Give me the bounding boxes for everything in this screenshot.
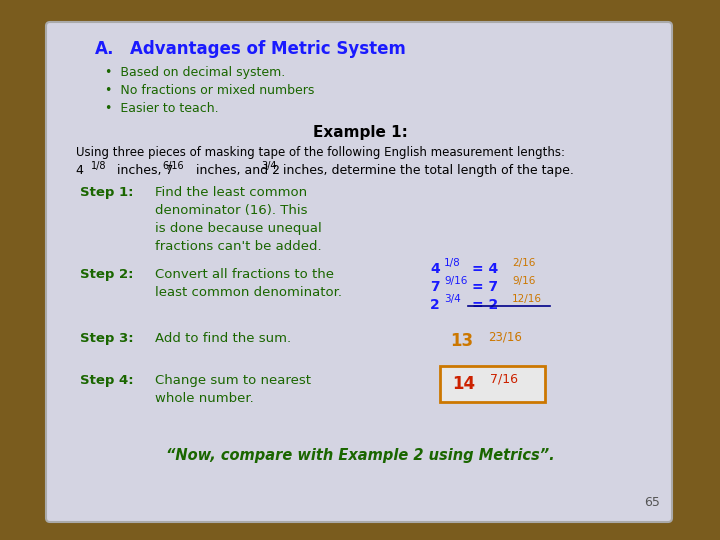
Text: •  Easier to teach.: • Easier to teach. — [105, 102, 219, 115]
Text: 7: 7 — [430, 280, 440, 294]
Text: is done because unequal: is done because unequal — [155, 222, 322, 235]
Text: inches, determine the total length of the tape.: inches, determine the total length of th… — [279, 164, 574, 177]
Text: 9/16: 9/16 — [512, 276, 536, 286]
Text: 4: 4 — [76, 164, 88, 177]
FancyBboxPatch shape — [46, 22, 672, 522]
Text: whole number.: whole number. — [155, 392, 253, 405]
Text: inches, and 2: inches, and 2 — [192, 164, 284, 177]
Text: 4: 4 — [430, 262, 440, 276]
Text: 14: 14 — [452, 375, 475, 393]
Text: = 7: = 7 — [472, 280, 498, 294]
Text: 6/16: 6/16 — [162, 161, 184, 171]
Text: Using three pieces of masking tape of the following English measurement lengths:: Using three pieces of masking tape of th… — [76, 146, 565, 159]
Text: Step 4:: Step 4: — [80, 374, 134, 387]
Text: •  No fractions or mixed numbers: • No fractions or mixed numbers — [105, 84, 315, 97]
Text: 2/16: 2/16 — [512, 258, 536, 268]
Text: 9/16: 9/16 — [444, 276, 467, 286]
Text: 3/4: 3/4 — [444, 294, 461, 304]
Text: = 4: = 4 — [472, 262, 498, 276]
Text: fractions can't be added.: fractions can't be added. — [155, 240, 322, 253]
Text: 7/16: 7/16 — [490, 373, 518, 386]
Text: least common denominator.: least common denominator. — [155, 286, 342, 299]
Text: 65: 65 — [644, 496, 660, 509]
Text: A.: A. — [95, 40, 114, 58]
Text: Example 1:: Example 1: — [312, 125, 408, 140]
Text: •  Based on decimal system.: • Based on decimal system. — [105, 66, 285, 79]
Text: denominator (16). This: denominator (16). This — [155, 204, 307, 217]
Text: 3/4: 3/4 — [261, 161, 276, 171]
Text: Step 2:: Step 2: — [80, 268, 133, 281]
Text: = 2: = 2 — [472, 298, 498, 312]
Text: Change sum to nearest: Change sum to nearest — [155, 374, 311, 387]
Text: 12/16: 12/16 — [512, 294, 542, 304]
Text: Step 1:: Step 1: — [80, 186, 133, 199]
Text: 1/8: 1/8 — [91, 161, 107, 171]
Text: Find the least common: Find the least common — [155, 186, 307, 199]
Bar — [440, 366, 545, 402]
Text: 2: 2 — [430, 298, 440, 312]
Text: Step 3:: Step 3: — [80, 332, 134, 345]
Text: inches, 7: inches, 7 — [113, 164, 178, 177]
Text: Advantages of Metric System: Advantages of Metric System — [130, 40, 406, 58]
Text: 1/8: 1/8 — [444, 258, 461, 268]
Text: “Now, compare with Example 2 using Metrics”.: “Now, compare with Example 2 using Metri… — [166, 448, 554, 463]
Text: 13: 13 — [450, 332, 473, 350]
Text: Convert all fractions to the: Convert all fractions to the — [155, 268, 334, 281]
Text: 23/16: 23/16 — [488, 330, 522, 343]
Text: Add to find the sum.: Add to find the sum. — [155, 332, 291, 345]
